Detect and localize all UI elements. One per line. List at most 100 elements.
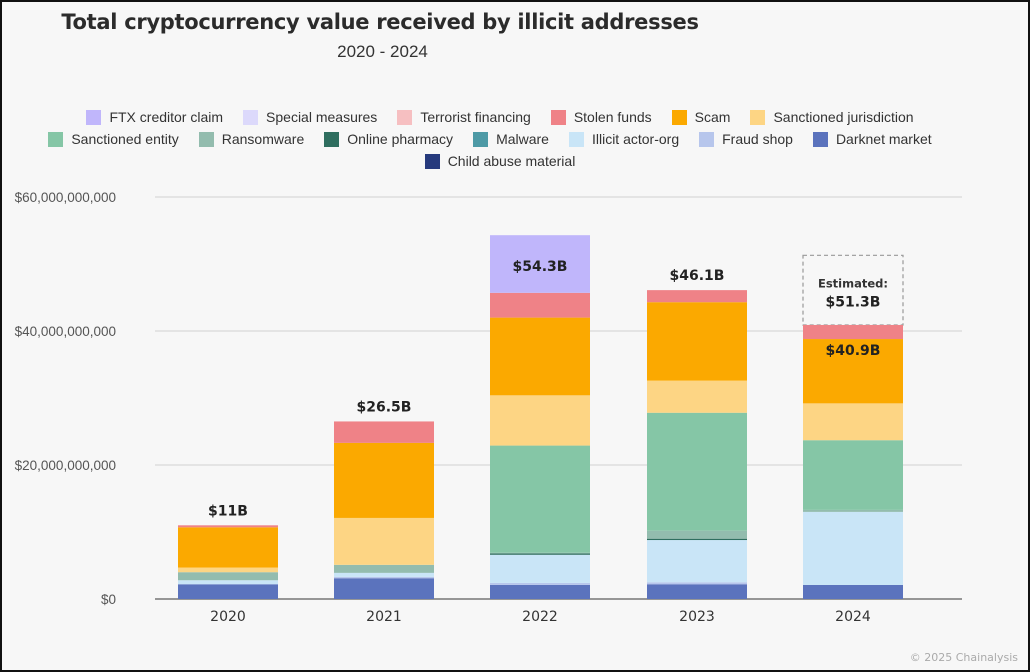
legend-label: Stolen funds xyxy=(573,109,652,125)
bar-segment-illicit-actor-org[interactable] xyxy=(647,540,747,583)
legend-swatch xyxy=(750,109,766,125)
bar-segment-ransomware[interactable] xyxy=(647,530,747,539)
bar-segment-online-pharmacy[interactable] xyxy=(490,553,590,555)
bar-total-label: $46.1B xyxy=(670,268,725,284)
bar-segment-ransomware[interactable] xyxy=(803,509,903,512)
legend-row: FTX creditor claim Special measures Terror… xyxy=(0,106,1000,128)
y-tick-label: $0 xyxy=(101,592,116,607)
bar-segment-ftx-creditor-claim[interactable] xyxy=(490,235,590,293)
legend-item: Sanctioned entity xyxy=(48,131,179,147)
bar-segment-illicit-actor-org[interactable] xyxy=(334,572,434,577)
bar-segment-ransomware[interactable] xyxy=(490,552,590,554)
legend-item: FTX creditor claim xyxy=(86,109,223,125)
bar-total-label: $40.9B xyxy=(826,343,881,359)
bar-segment-online-pharmacy[interactable] xyxy=(647,538,747,541)
legend: FTX creditor claim Special measures Terror… xyxy=(0,106,1000,172)
chart-subtitle: 2020 - 2024 xyxy=(337,42,428,61)
legend-item: Scam xyxy=(671,109,731,125)
bar-segment-sanctioned-entity[interactable] xyxy=(490,445,590,553)
bar-segment-stolen-funds[interactable] xyxy=(647,290,747,303)
x-tick-label: 2020 xyxy=(210,609,246,625)
y-tick-label: $40,000,000,000 xyxy=(15,324,116,339)
legend-swatch xyxy=(550,109,566,125)
legend-label: Sanctioned entity xyxy=(71,131,179,147)
bar-total-label: $26.5B xyxy=(357,399,412,415)
legend-item: Darknet market xyxy=(812,131,932,147)
bar-segment-stolen-funds[interactable] xyxy=(490,292,590,318)
legend-row: Sanctioned entity Ransomware Online pharma… xyxy=(0,128,1000,150)
legend-item: Terrorist financing xyxy=(397,109,531,125)
legend-swatch xyxy=(243,109,259,125)
legend-label: Illicit actor-org xyxy=(591,131,680,147)
legend-swatch xyxy=(324,131,340,147)
credit-text: © 2025 Chainalysis xyxy=(909,651,1018,664)
bar-segment-darknet-market[interactable] xyxy=(647,584,747,599)
estimate-label: Estimated: xyxy=(818,276,888,290)
bar-segment-illicit-actor-org[interactable] xyxy=(490,554,590,583)
legend-label: Child abuse material xyxy=(447,153,576,169)
bar-segment-fraud-shop[interactable] xyxy=(647,582,747,585)
legend-row: Child abuse material xyxy=(0,150,1000,172)
bar-segment-sanctioned-jurisdiction[interactable] xyxy=(490,395,590,446)
legend-item: Ransomware xyxy=(198,131,305,147)
legend-label: Malware xyxy=(496,131,549,147)
legend-label: Terrorist financing xyxy=(420,109,531,125)
bar-segment-scam[interactable] xyxy=(803,339,903,404)
legend-swatch xyxy=(86,109,102,125)
legend-swatch xyxy=(812,131,828,147)
bar-segment-sanctioned-entity[interactable] xyxy=(647,412,747,531)
legend-swatch xyxy=(671,109,687,125)
bar-segment-sanctioned-jurisdiction[interactable] xyxy=(334,517,434,565)
bar-segment-ransomware[interactable] xyxy=(334,564,434,573)
legend-item: Malware xyxy=(473,131,549,147)
legend-label: Special measures xyxy=(266,109,378,125)
bar-total-label: $11B xyxy=(208,503,248,519)
y-tick-label: $20,000,000,000 xyxy=(15,458,116,473)
bar-segment-illicit-actor-org[interactable] xyxy=(803,511,903,585)
legend-swatch xyxy=(48,131,64,147)
bar-segment-darknet-market[interactable] xyxy=(803,584,903,599)
legend-swatch xyxy=(473,131,489,147)
bar-segment-scam[interactable] xyxy=(334,442,434,518)
legend-item: Illicit actor-org xyxy=(568,131,680,147)
bar-segment-fraud-shop[interactable] xyxy=(334,576,434,579)
legend-label: Darknet market xyxy=(835,131,932,147)
x-tick-label: 2024 xyxy=(835,609,871,625)
legend-label: Scam xyxy=(694,109,731,125)
bar-segment-stolen-funds[interactable] xyxy=(178,525,278,528)
legend-swatch xyxy=(198,131,214,147)
legend-item: Stolen funds xyxy=(550,109,652,125)
bar-segment-sanctioned-entity[interactable] xyxy=(803,440,903,510)
bar-segment-fraud-shop[interactable] xyxy=(490,582,590,585)
legend-item: Child abuse material xyxy=(424,153,576,169)
bar-segment-stolen-funds[interactable] xyxy=(334,421,434,443)
x-tick-label: 2022 xyxy=(522,609,558,625)
bar-segment-sanctioned-jurisdiction[interactable] xyxy=(803,403,903,441)
bar-segment-darknet-market[interactable] xyxy=(178,584,278,599)
bar-segment-sanctioned-jurisdiction[interactable] xyxy=(178,567,278,573)
legend-item: Sanctioned jurisdiction xyxy=(750,109,914,125)
legend-item: Special measures xyxy=(243,109,377,125)
bar-segment-scam[interactable] xyxy=(178,527,278,568)
legend-label: Ransomware xyxy=(221,131,305,147)
y-tick-label: $60,000,000,000 xyxy=(15,190,116,205)
bar-segment-stolen-funds[interactable] xyxy=(803,324,903,340)
legend-swatch xyxy=(424,153,440,169)
legend-swatch xyxy=(397,109,413,125)
legend-label: Fraud shop xyxy=(722,131,793,147)
bar-segment-illicit-actor-org[interactable] xyxy=(178,580,278,585)
legend-item: Fraud shop xyxy=(699,131,793,147)
bar-segment-darknet-market[interactable] xyxy=(490,584,590,599)
bar-segment-darknet-market[interactable] xyxy=(334,578,434,599)
legend-swatch xyxy=(568,131,584,147)
legend-label: FTX creditor claim xyxy=(109,109,224,125)
bar-segment-scam[interactable] xyxy=(490,317,590,396)
bar-segment-sanctioned-jurisdiction[interactable] xyxy=(647,380,747,413)
bar-total-label: $54.3B xyxy=(513,259,568,275)
estimate-value-label: $51.3B xyxy=(826,294,881,310)
bar-segment-ransomware[interactable] xyxy=(178,572,278,581)
x-tick-label: 2021 xyxy=(366,609,402,625)
bar-segment-scam[interactable] xyxy=(647,302,747,381)
legend-label: Online pharmacy xyxy=(347,131,454,147)
x-tick-label: 2023 xyxy=(679,609,715,625)
